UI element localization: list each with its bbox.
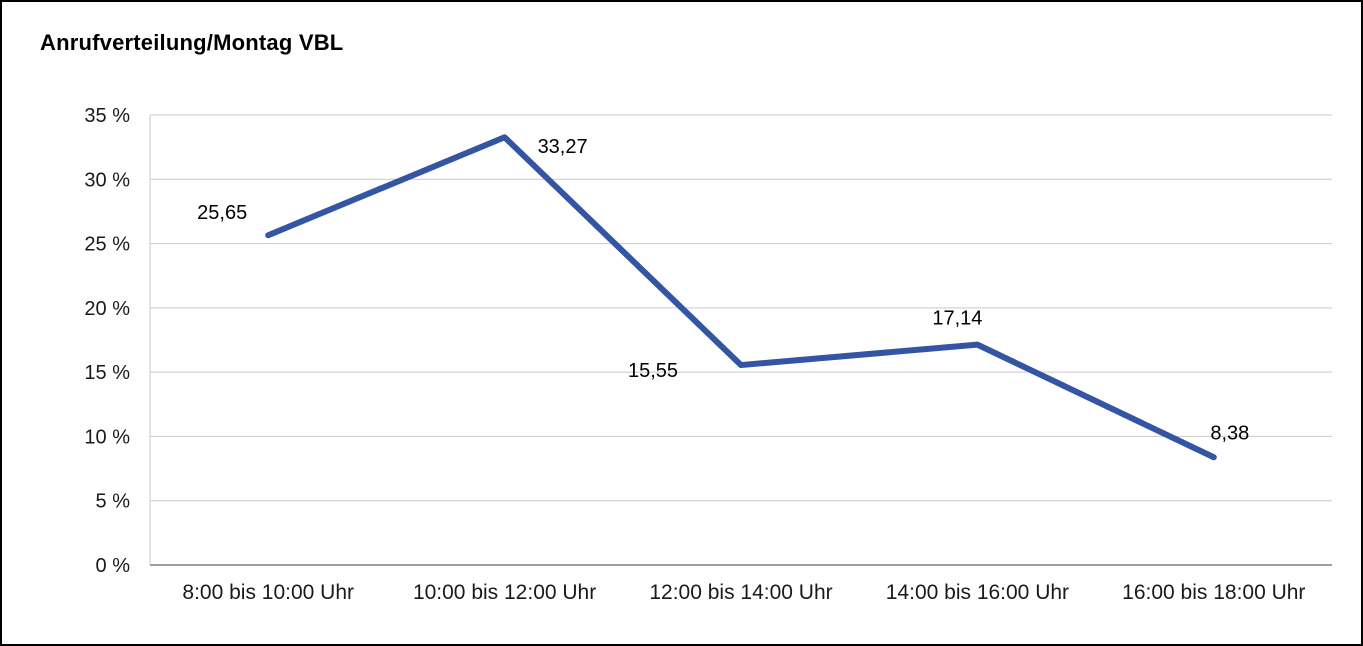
y-tick-label: 0 % xyxy=(96,555,131,577)
y-tick-label: 25 % xyxy=(84,234,130,256)
data-line xyxy=(265,134,1217,461)
data-label: 15,55 xyxy=(628,360,678,382)
data-label: 25,65 xyxy=(197,202,247,224)
chart-title: Anrufverteilung/Montag VBL xyxy=(40,30,344,55)
y-tick-label: 35 % xyxy=(84,105,130,127)
y-tick-label: 10 % xyxy=(84,426,130,448)
x-axis-label: 12:00 bis 14:00 Uhr xyxy=(649,581,832,604)
y-tick-label: 30 % xyxy=(84,169,130,191)
x-axis-label: 8:00 bis 10:00 Uhr xyxy=(182,581,354,604)
x-axis-label: 10:00 bis 12:00 Uhr xyxy=(413,581,596,604)
data-label: 33,27 xyxy=(538,136,588,158)
y-tick-label: 15 % xyxy=(84,362,130,384)
x-axis-label: 14:00 bis 16:00 Uhr xyxy=(886,581,1069,604)
y-tick-label: 5 % xyxy=(96,491,131,513)
data-label: 8,38 xyxy=(1210,422,1249,444)
data-label: 17,14 xyxy=(932,308,982,330)
y-tick-label: 20 % xyxy=(84,298,130,320)
x-axis-label: 16:00 bis 18:00 Uhr xyxy=(1122,581,1305,604)
